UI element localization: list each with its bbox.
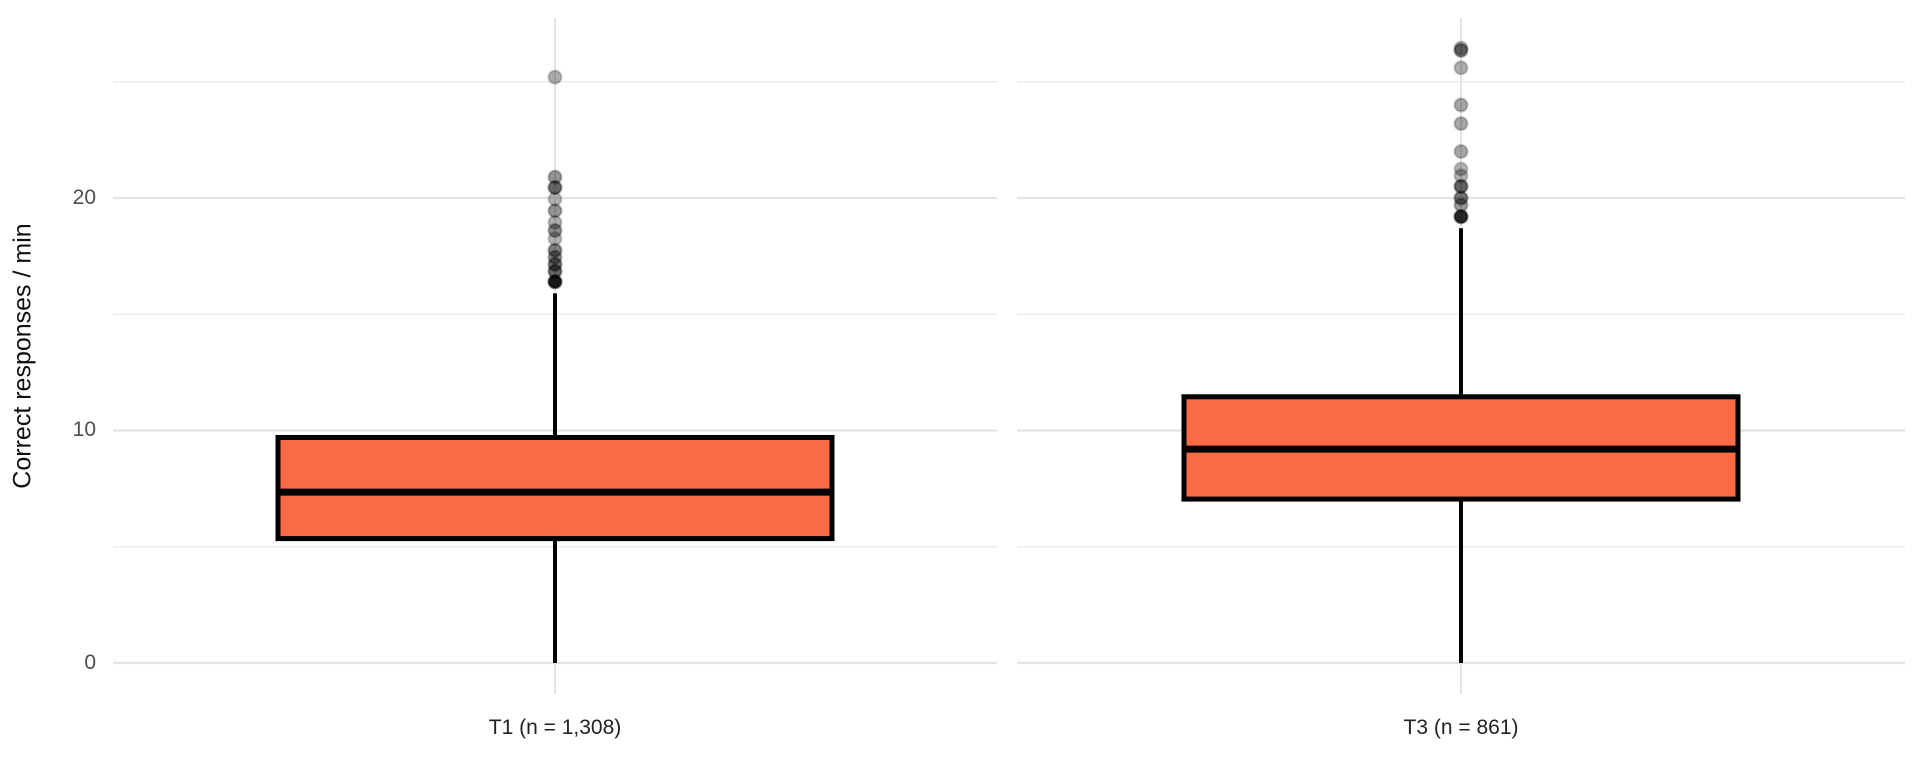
y-tick-label-10: 10 [72,418,96,441]
x-axis-label-t3: T3 (n = 861) [1403,716,1519,739]
x-axis-label-t1: T1 (n = 1,308) [488,716,622,739]
y-tick-label-0: 0 [84,651,96,674]
y-axis-title: Correct responses / min [8,223,37,489]
y-tick-label-20: 20 [72,186,96,209]
